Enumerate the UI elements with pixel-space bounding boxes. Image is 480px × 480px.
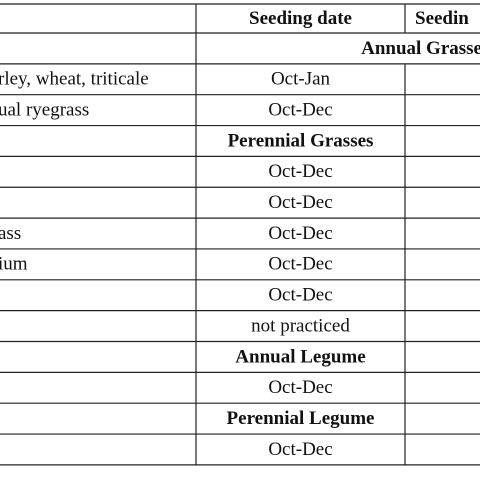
seeding-date: not practiced [251, 315, 350, 336]
section-heading: Annual Legume [235, 346, 365, 367]
row-name: ual ryegrass [0, 99, 89, 120]
row-name: rley, wheat, triticale [0, 69, 149, 90]
seeding-date: Oct-Dec [268, 377, 332, 398]
section-heading: Annual Grasse [361, 38, 480, 59]
seeding-date: Oct-Dec [268, 439, 332, 460]
seeding-date: Oct-Dec [268, 161, 332, 182]
section-heading: Perennial Legume [227, 408, 375, 429]
seeding-date: Oct-Dec [268, 192, 332, 213]
header-cell: Seeding date [249, 8, 352, 29]
row-name: ium [0, 254, 28, 275]
seeding-date: Oct-Dec [268, 285, 332, 306]
seeding-date: Oct-Dec [268, 254, 332, 275]
seeding-date: Oct-Dec [268, 99, 332, 120]
section-heading: Perennial Grasses [228, 130, 374, 151]
seeding-date: Oct-Dec [268, 223, 332, 244]
row-name: ass [0, 223, 21, 244]
seeding-date: Oct-Jan [271, 69, 331, 90]
header-cell: Seedin [415, 8, 469, 29]
